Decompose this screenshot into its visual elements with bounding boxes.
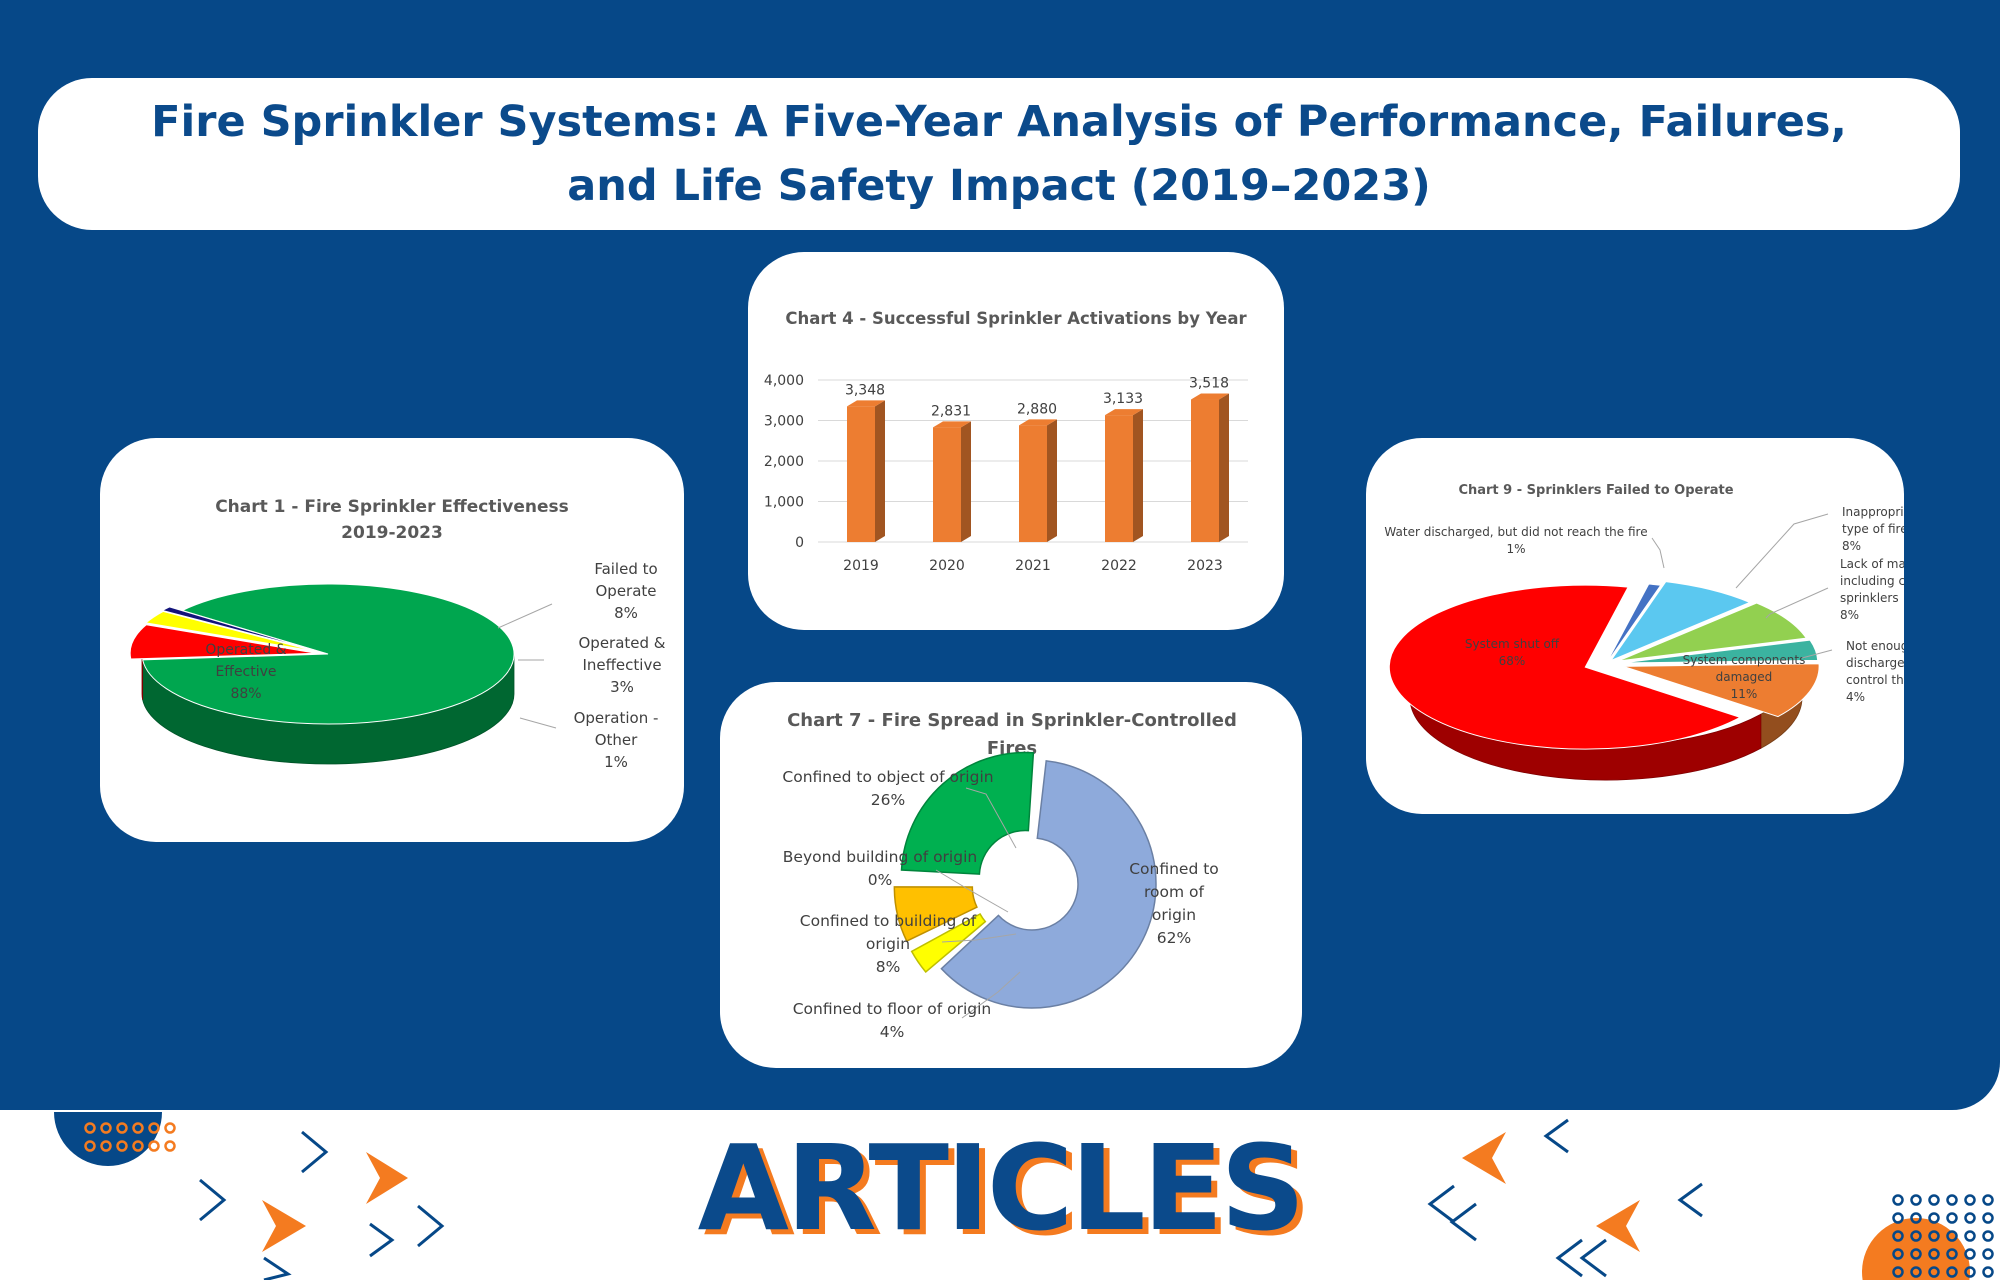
chart4-bar-top-0	[847, 400, 885, 407]
chart4-bar-front-1	[933, 427, 961, 542]
chart7-label-4: Confined to object of origin 26%	[782, 768, 993, 809]
chart1-leader-1	[497, 603, 553, 629]
chart1-card: Chart 1 - Fire Sprinkler Effectiveness 20…	[100, 438, 684, 842]
chart4-bar-top-3	[1105, 409, 1143, 416]
chart4-bar-top-4	[1191, 393, 1229, 400]
chart4-xtick-4: 2023	[1187, 558, 1223, 574]
chart7-label-2: Confined to building of origin 8%	[800, 912, 977, 976]
chart4-bar-front-0	[847, 406, 875, 542]
chart4-bar-2020	[933, 421, 971, 542]
chart7-slice-1	[910, 912, 987, 974]
chart7-leader-4	[965, 787, 1017, 849]
corner-circle-left-icon	[54, 1112, 162, 1166]
chart4-bar-front-3	[1105, 415, 1133, 542]
chart7-label-1: Confined to floor of origin 4%	[793, 1000, 992, 1041]
chart4-bar-2022	[1105, 409, 1143, 542]
chart1-slice-0	[142, 583, 515, 725]
chart9-leader-2	[1735, 513, 1829, 589]
chart9-card: Chart 9 - Sprinklers Failed to Operate Sy…	[1366, 438, 1904, 814]
chart7-label-room: Confined to room of origin 62%	[1129, 860, 1219, 947]
chart9-slice-1	[1609, 581, 1751, 662]
chevrons-right-icon	[199, 1130, 445, 1280]
chart9-label-shutoff: System shut off 68%	[1465, 637, 1560, 668]
chart4-xtick-2: 2021	[1015, 558, 1051, 574]
chart9-leader-3	[1765, 587, 1829, 619]
chart4-xtick-1: 2020	[929, 558, 965, 574]
chart4-ytick-1: 3,000	[764, 414, 804, 430]
page-title: Fire Sprinkler Systems: A Five-Year Anal…	[151, 97, 1847, 211]
chart4-xtick-3: 2022	[1101, 558, 1137, 574]
chart9-slice-4	[1622, 663, 1820, 718]
chart9-slice-3	[1621, 639, 1819, 664]
chart1-label-3: Operation -Other 1%	[574, 709, 659, 771]
chart4-value-label-4: 3,518	[1189, 376, 1229, 392]
articles-heading: ARTICLES	[697, 1119, 1306, 1257]
chart4-bar-side-3	[1133, 409, 1143, 542]
chart1-slice-2	[144, 610, 316, 652]
chart4-bar-2021	[1019, 419, 1057, 542]
footer-decoration	[54, 1112, 1994, 1280]
chart4-value-label-1: 2,831	[931, 403, 971, 419]
chart4-ytick-4: 0	[795, 535, 804, 551]
chart9-slice-0	[1605, 583, 1662, 665]
chart9-leader-4	[1801, 649, 1833, 659]
chart9-title: Chart 9 - Sprinklers Failed to Operate	[1458, 483, 1733, 498]
chart4-bar-side-2	[1047, 419, 1057, 542]
chart4-title: Chart 4 - Successful Sprinkler Activatio…	[785, 309, 1247, 328]
chart1-label-1: Failed to Operate 8%	[594, 560, 657, 622]
chart9-label-1: Water discharged, but did not reach the …	[1384, 525, 1647, 556]
chart4-bar-side-0	[875, 400, 885, 542]
chart4-bar-front-2	[1019, 425, 1047, 542]
chart4-xtick-0: 2019	[843, 558, 879, 574]
chart1-pie-tops	[129, 583, 515, 725]
chart9-svg: Chart 9 - Sprinklers Failed to Operate Sy…	[1384, 483, 1904, 781]
chart4-card: Chart 4 - Successful Sprinkler Activatio…	[748, 252, 1284, 630]
chart7-leader-2	[941, 933, 1017, 943]
chart9-slice-2	[1617, 602, 1808, 662]
chart9-leader-1	[1651, 537, 1665, 569]
chart4-ytick-3: 1,000	[764, 495, 804, 511]
chart4-bar-2019	[847, 400, 885, 542]
chart4-value-label-0: 3,348	[845, 382, 885, 398]
chart1-leader-3	[519, 717, 557, 729]
chart4-bar-side-1	[961, 421, 971, 542]
chart7-label-3: Beyond building of origin 0%	[783, 848, 977, 889]
chart1-svg: Chart 1 - Fire Sprinkler Effectiveness 20…	[129, 497, 666, 771]
chart9-label-4: Not enough watdischarged tocontrol the f…	[1846, 639, 1904, 704]
chart4-bar-side-4	[1219, 393, 1229, 542]
chart1-slice-3	[161, 606, 316, 651]
dot-grid-right-icon	[1892, 1194, 1994, 1278]
chart9-pie-tops	[1388, 581, 1820, 750]
chart1-label-2: Operated & Ineffective 3%	[578, 634, 665, 696]
chart4-value-label-3: 3,133	[1103, 391, 1143, 407]
chart1-label-operated-effective: Operated & Effective 88%	[205, 642, 286, 702]
chart7-slice-0	[940, 759, 1157, 1009]
chevrons-left-icon	[1427, 1118, 1703, 1278]
chart9-slice-5	[1388, 584, 1742, 750]
chart4-svg: Chart 4 - Successful Sprinkler Activatio…	[764, 309, 1248, 574]
chart7-svg: Chart 7 - Fire Spread in Sprinkler-Contr…	[782, 710, 1237, 1041]
chart7-leader-3	[935, 869, 1009, 913]
chart7-card: Chart 7 - Fire Spread in Sprinkler-Contr…	[720, 682, 1302, 1068]
chart4-bar-top-2	[1019, 419, 1057, 426]
chart9-label-3: Lack of maintenaincluding corrosisprinkl…	[1840, 557, 1904, 622]
chart4-bar-top-1	[933, 421, 971, 428]
chart4-bar-2023	[1191, 393, 1229, 542]
chart4-bar-front-4	[1191, 399, 1219, 542]
chart4-ytick-2: 2,000	[764, 454, 804, 470]
chart9-label-components: System components damaged 11%	[1683, 653, 1806, 701]
dot-grid-left-icon	[84, 1122, 176, 1152]
chart7-slice-4	[900, 751, 1035, 875]
chart4-ytick-0: 4,000	[764, 373, 804, 389]
title-banner: Fire Sprinkler Systems: A Five-Year Anal…	[38, 78, 1960, 230]
chart7-slice-2	[893, 886, 978, 943]
chart7-title: Chart 7 - Fire Spread in Sprinkler-Contr…	[787, 710, 1237, 759]
chart7-leader-1	[961, 971, 1021, 1019]
chart4-value-label-2: 2,880	[1017, 401, 1057, 417]
chart1-title: Chart 1 - Fire Sprinkler Effectiveness 20…	[215, 497, 569, 543]
chart1-slice-1	[129, 624, 317, 660]
